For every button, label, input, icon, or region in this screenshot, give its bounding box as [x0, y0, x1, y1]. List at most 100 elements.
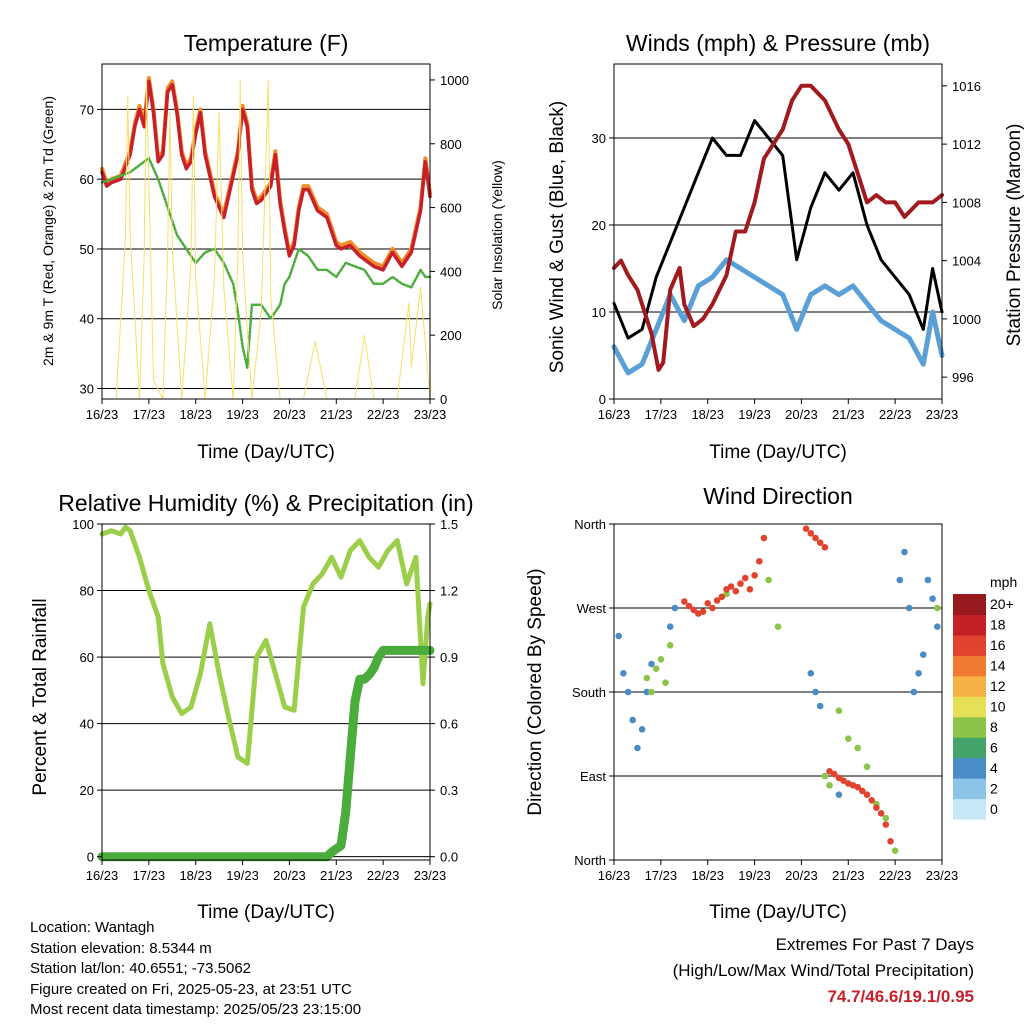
temp-x-tick-label: 22/23	[367, 407, 400, 422]
extremes-heading: Extremes For Past 7 Days	[775, 935, 974, 954]
temp-x-tick-label: 20/23	[273, 407, 306, 422]
direction-point	[690, 606, 697, 614]
winds-ticks: 16/23 17/23 18/23 19/23 20/23 21/23 22/23 23/23…	[592, 79, 981, 422]
legend-swatch	[953, 778, 986, 800]
humidity-plot-frame	[101, 523, 431, 861]
temperature-plot-frame	[101, 63, 431, 400]
temperature-ticks: 16/23 17/23 18/23 19/23 20/23 21/23 22/23 23/23…	[80, 73, 469, 422]
legend-swatch	[953, 798, 986, 820]
direction-point	[648, 660, 655, 668]
humidity-ticks: 16/23 17/23 18/23 19/23 20/23 21/23 22/23 23/23…	[72, 517, 458, 883]
direction-point	[704, 600, 711, 607]
wind-y-tick-label: 0	[599, 392, 606, 407]
temp-y-tick-label: 60	[80, 172, 94, 187]
direction-point	[774, 623, 782, 630]
dir-x-tick-label: 23/23	[926, 868, 959, 883]
legend-label: 8	[990, 719, 998, 735]
direction-point	[835, 791, 843, 798]
direction-point	[812, 688, 819, 696]
rh-x-tick-label: 17/23	[133, 868, 166, 883]
direction-point	[643, 688, 651, 696]
legend-swatch	[953, 737, 986, 759]
direction-point	[634, 744, 641, 752]
humidity-left-axis-label: Percent & Total Rainfall	[30, 598, 51, 795]
legend-swatch	[953, 634, 986, 656]
direction-panel: Wind Direction 16/23 17/23 18/23 19/23 20/23…	[525, 483, 1017, 923]
direction-point	[709, 604, 716, 612]
station-latlon: Station lat/lon: 40.6551; -73.5062	[30, 960, 252, 978]
direction-point	[854, 744, 861, 752]
temp-x-tick-label: 16/23	[86, 407, 119, 422]
temperature-gridlines	[102, 108, 430, 390]
direction-point	[863, 791, 871, 798]
dir-y-tick-label: West	[577, 601, 607, 616]
direction-point	[629, 716, 636, 724]
direction-point	[868, 797, 875, 804]
temperature-left-axis-label: 2m & 9m T (Red, Orange) & 2m Td (Green)	[40, 96, 56, 366]
dir-y-tick-label: North	[574, 853, 606, 868]
wind-x-tick-label: 21/23	[832, 407, 865, 422]
direction-point	[830, 770, 838, 778]
direction-point	[802, 525, 810, 532]
dir-x-tick-label: 17/23	[645, 868, 678, 883]
station-elevation: Station elevation: 8.5344 m	[30, 939, 212, 957]
direction-point	[624, 688, 632, 696]
temp-series-line-2	[100, 79, 432, 272]
direction-point	[845, 735, 852, 742]
legend-label: 2	[990, 780, 998, 796]
rh-y-tick-label: 60	[80, 650, 94, 665]
direction-point	[685, 602, 693, 610]
direction-point	[662, 679, 669, 686]
legend-label: 18	[990, 617, 1006, 633]
direction-point	[727, 583, 735, 590]
dir-y-tick-label: East	[580, 769, 606, 784]
wind-y2-tick-label: 1004	[952, 254, 981, 269]
direction-point	[826, 782, 833, 789]
direction-point	[821, 772, 829, 780]
direction-point	[620, 670, 627, 677]
legend-swatch	[953, 594, 986, 615]
temp-y2-tick-label: 0	[440, 392, 447, 407]
direction-ticks: 16/23 17/23 18/23 19/23 20/23 21/23 22/23 23/23…	[572, 517, 958, 883]
temp-x-tick-label: 19/23	[226, 407, 259, 422]
temp-y-tick-label: 70	[80, 102, 94, 117]
wind-y2-tick-label: 1012	[952, 137, 981, 152]
rh-y2-tick-label: 0.6	[440, 717, 458, 732]
direction-point	[666, 623, 674, 630]
temp-y2-tick-label: 200	[440, 328, 462, 343]
direction-x-axis-label: Time (Day/UTC)	[709, 902, 847, 923]
direction-point	[741, 574, 749, 582]
dir-x-tick-label: 22/23	[879, 868, 912, 883]
rh-x-tick-label: 23/23	[414, 868, 447, 883]
temperature-series	[100, 76, 432, 400]
rh-y-tick-label: 80	[80, 584, 94, 599]
rh-x-tick-label: 22/23	[367, 868, 400, 883]
legend-label: 20+	[990, 596, 1014, 612]
direction-point	[901, 548, 908, 556]
temp-series-line-4	[115, 79, 431, 400]
temperature-right-axis-label: Solar Insolation (Yellow)	[489, 160, 505, 310]
temperature-x-axis-label: Time (Day/UTC)	[197, 442, 335, 463]
temp-y2-tick-label: 600	[440, 201, 462, 216]
legend-label: 4	[990, 760, 998, 776]
direction-title: Wind Direction	[703, 483, 853, 509]
extremes-box: Extremes For Past 7 Days (High/Low/Max W…	[673, 932, 974, 1010]
temp-y-tick-label: 30	[80, 382, 94, 397]
rh-series-line-2	[97, 645, 435, 862]
legend-label: 6	[990, 739, 998, 755]
winds-left-axis-label: Sonic Wind & Gust (Blue, Black)	[547, 101, 568, 373]
rh-y-tick-label: 20	[80, 783, 94, 798]
direction-point	[746, 586, 754, 593]
winds-right-axis-label: Station Pressure (Maroon)	[1004, 124, 1024, 347]
direction-left-axis-label: Direction (Colored By Speed)	[525, 568, 546, 815]
direction-point	[816, 702, 824, 710]
direction-point	[924, 576, 932, 584]
direction-point	[910, 688, 918, 696]
temp-y-tick-label: 50	[80, 242, 94, 257]
wind-x-tick-label: 20/23	[785, 407, 818, 422]
direction-point	[648, 688, 655, 696]
direction-point	[807, 530, 815, 537]
station-info: Location: Wantagh Station elevation: 8.5…	[30, 918, 361, 1021]
rh-x-tick-label: 20/23	[273, 868, 306, 883]
